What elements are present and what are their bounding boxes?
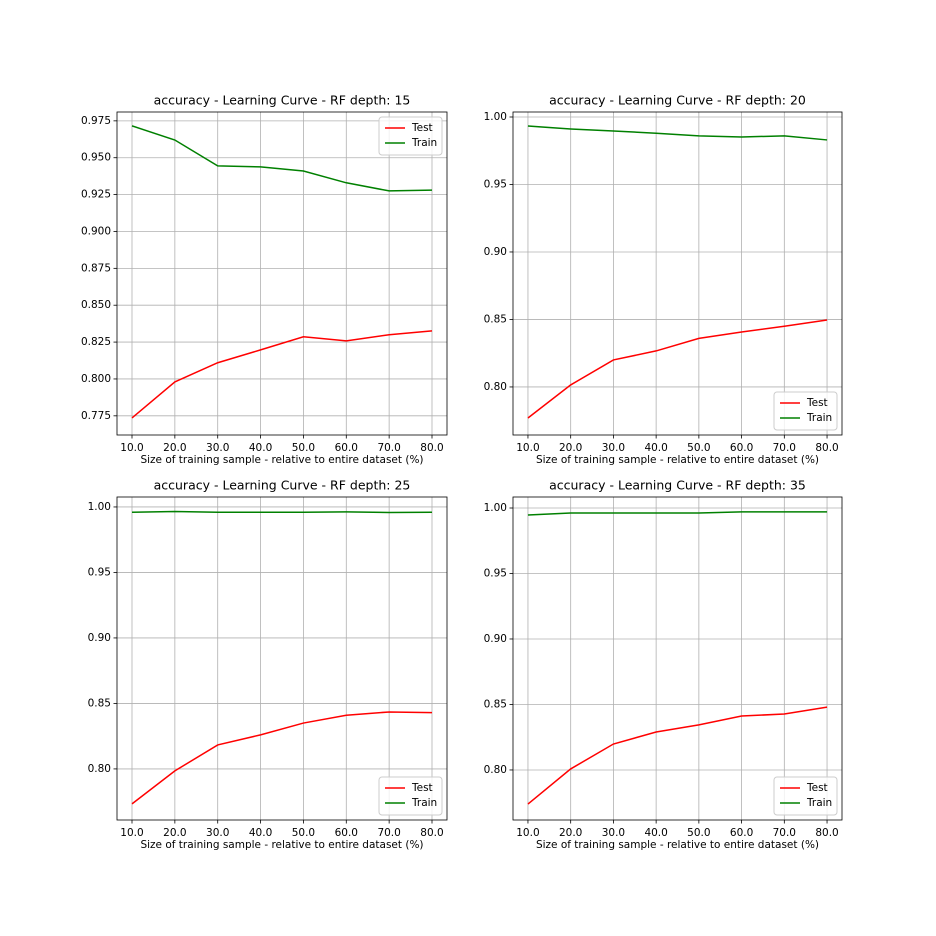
y-tick-label: 0.80 [88,763,111,775]
x-tick-label: 10.0 [120,442,143,454]
y-tick-label: 0.825 [81,336,111,348]
y-tick-label: 0.80 [484,381,507,393]
subplot: 10.0 20.0 30.0 40.0 50.0 60.0 70.0 80.0 0.80 0.85… [88,478,448,851]
y-tick-label: 1.00 [484,111,507,123]
subplot: 10.0 20.0 30.0 40.0 50.0 60.0 70.0 80.0 0.80 0.85… [484,93,843,466]
x-tick-label: 40.0 [644,442,667,454]
x-tick-label: 30.0 [206,827,229,839]
x-tick-label: 50.0 [687,827,710,839]
legend-label: Test [411,122,433,134]
chart-title: accuracy - Learning Curve - RF depth: 25 [154,478,411,493]
y-tick-label: 1.00 [484,502,507,514]
x-tick-label: 20.0 [163,442,186,454]
y-tick-label: 0.900 [81,225,111,237]
x-tick-label: 50.0 [292,442,315,454]
y-tick-label: 0.95 [484,178,507,190]
x-tick-label: 40.0 [644,827,667,839]
subplot: 10.0 20.0 30.0 40.0 50.0 60.0 70.0 80.0 0.775 0.8… [81,93,448,466]
legend-label: Test [806,782,828,794]
x-tick-label: 40.0 [249,442,272,454]
x-tick-label: 60.0 [335,442,358,454]
series-line [527,706,828,805]
y-tick-label: 0.85 [88,697,111,709]
legend-frame [773,776,838,816]
legend-frame [773,391,838,431]
y-tick-label: 0.95 [88,566,111,578]
x-axis-label: Size of training sample - relative to en… [140,839,423,851]
series-line [527,511,828,516]
y-tick-label: 0.80 [484,764,507,776]
y-tick-label: 0.90 [484,633,507,645]
y-tick-label: 1.00 [88,501,111,513]
y-tick-label: 0.925 [81,189,111,201]
x-tick-label: 20.0 [163,827,186,839]
x-tick-label: 10.0 [516,827,539,839]
series-line [131,125,433,192]
y-tick-label: 0.850 [81,299,111,311]
x-tick-label: 70.0 [773,827,796,839]
legend-label: Train [806,797,832,809]
x-tick-label: 70.0 [773,442,796,454]
legend-label: Test [411,782,433,794]
y-tick-label: 0.85 [484,698,507,710]
y-tick-label: 0.95 [484,567,507,579]
x-axis-label: Size of training sample - relative to en… [536,454,819,466]
axes-frame [512,496,843,821]
series-line [131,711,433,805]
x-tick-label: 50.0 [292,827,315,839]
legend-label: Train [411,137,437,149]
x-tick-label: 30.0 [602,827,625,839]
series-line [131,510,433,514]
chart-title: accuracy - Learning Curve - RF depth: 35 [549,478,806,493]
x-tick-label: 60.0 [730,827,753,839]
series-line [527,319,828,419]
y-tick-label: 0.875 [81,262,111,274]
x-tick-label: 60.0 [730,442,753,454]
chart-title: accuracy - Learning Curve - RF depth: 15 [154,93,411,108]
y-tick-label: 0.85 [484,313,507,325]
y-tick-label: 0.90 [88,632,111,644]
series-line [131,330,433,419]
y-tick-label: 0.775 [81,410,111,422]
x-tick-label: 80.0 [815,827,838,839]
axes-frame [512,111,843,436]
y-tick-label: 0.90 [484,246,507,258]
chart-title: accuracy - Learning Curve - RF depth: 20 [549,93,806,108]
x-tick-label: 80.0 [815,442,838,454]
axes-frame [116,496,448,821]
x-tick-label: 60.0 [335,827,358,839]
x-tick-label: 70.0 [377,827,400,839]
subplot: 10.0 20.0 30.0 40.0 50.0 60.0 70.0 80.0 0.80 0.85… [484,478,843,851]
x-tick-label: 30.0 [206,442,229,454]
series-line [527,125,828,141]
legend-label: Train [411,797,437,809]
x-tick-label: 20.0 [559,442,582,454]
x-axis-label: Size of training sample - relative to en… [140,454,423,466]
x-axis-label: Size of training sample - relative to en… [536,839,819,851]
x-tick-label: 10.0 [120,827,143,839]
x-tick-label: 10.0 [516,442,539,454]
axes-frame [116,111,448,436]
x-tick-label: 70.0 [377,442,400,454]
legend-label: Train [806,412,832,424]
x-tick-label: 80.0 [420,827,443,839]
x-tick-label: 20.0 [559,827,582,839]
legend-label: Test [806,397,828,409]
y-tick-label: 0.950 [81,152,111,164]
legend-frame [378,776,443,816]
legend-frame [378,116,443,156]
x-tick-label: 80.0 [420,442,443,454]
y-tick-label: 0.975 [81,115,111,127]
y-tick-label: 0.800 [81,373,111,385]
x-tick-label: 50.0 [687,442,710,454]
x-tick-label: 30.0 [602,442,625,454]
x-tick-label: 40.0 [249,827,272,839]
